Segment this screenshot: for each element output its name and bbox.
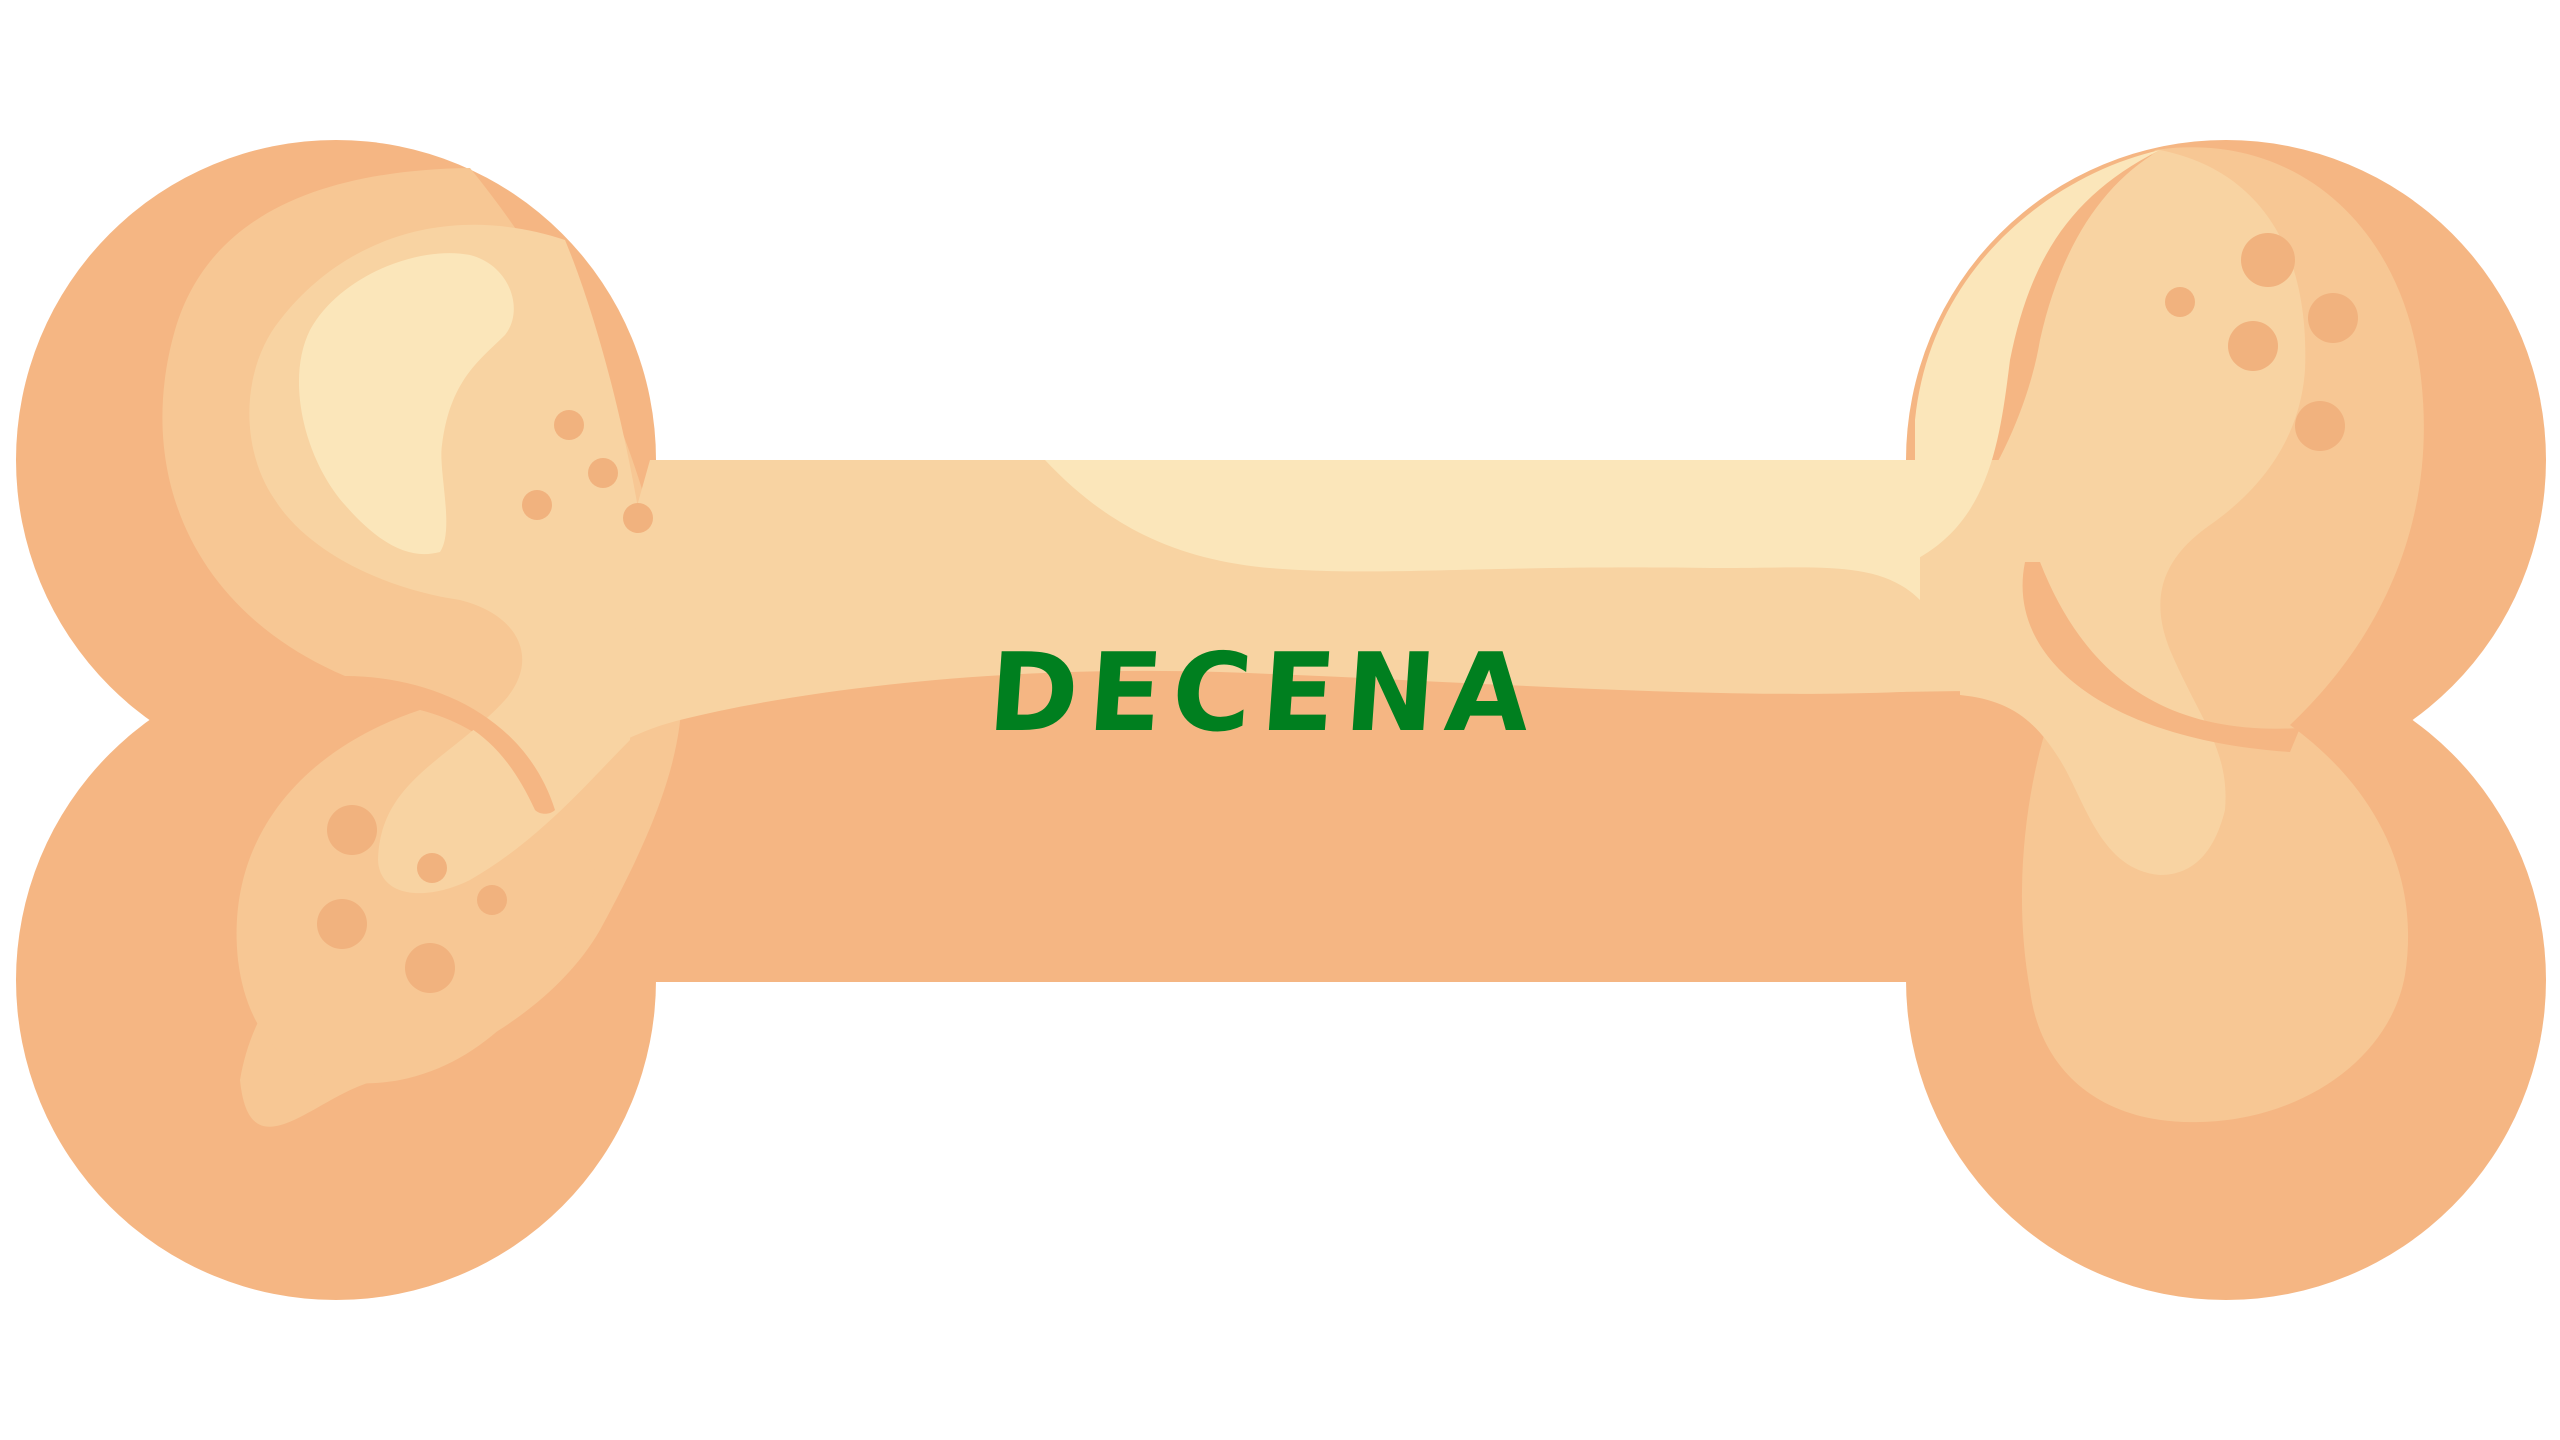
- bone-label: DECENA: [984, 631, 1544, 756]
- right-accent-curve: [2022, 562, 2300, 752]
- left-accent-curve: [345, 676, 555, 814]
- right-highlight: [1915, 150, 2160, 560]
- bone-spots: [317, 233, 2358, 993]
- shaft-highlight: [1045, 460, 1920, 600]
- left-highlight: [298, 253, 514, 555]
- right-end-light: [1960, 150, 2306, 875]
